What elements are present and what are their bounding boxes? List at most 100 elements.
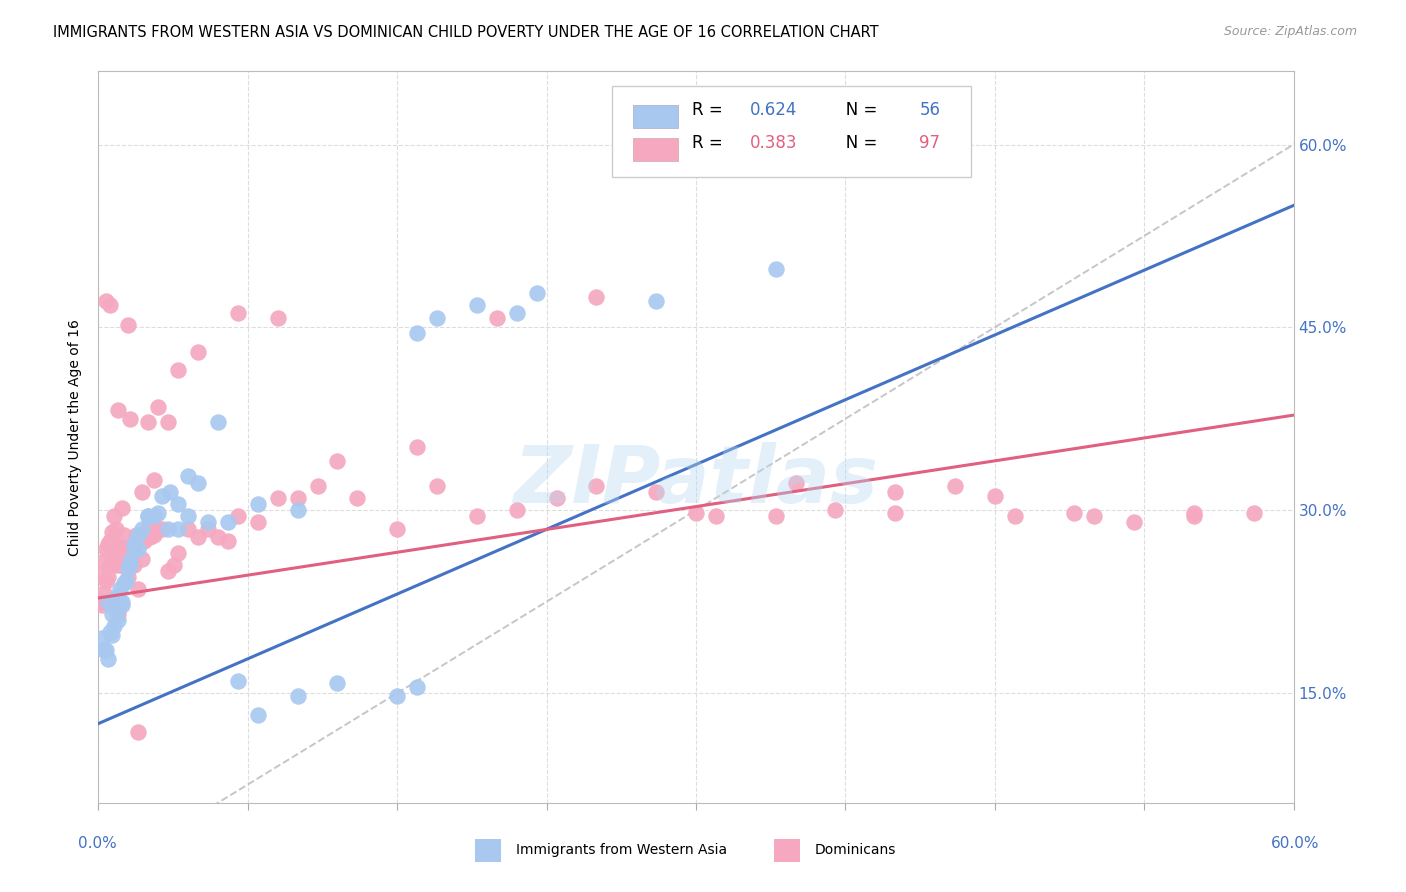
Point: [177, 521, 200, 535]
Text: 0.624: 0.624: [749, 101, 797, 120]
Point: [101, 627, 124, 641]
Point: [207, 416, 229, 430]
Point: [943, 479, 966, 493]
Point: [150, 489, 173, 503]
Point: [136, 509, 159, 524]
Point: [110, 582, 132, 597]
Point: [120, 558, 142, 573]
Text: N =: N =: [830, 134, 883, 152]
Point: [385, 521, 409, 535]
FancyBboxPatch shape: [475, 838, 501, 862]
Point: [177, 469, 200, 483]
Point: [506, 503, 529, 517]
Point: [136, 521, 159, 535]
Point: [884, 485, 907, 500]
Point: [207, 530, 229, 544]
Point: [485, 310, 508, 325]
Point: [93, 586, 115, 600]
Point: [157, 521, 180, 535]
Point: [884, 506, 907, 520]
Point: [91, 566, 114, 581]
Point: [385, 689, 409, 703]
Point: [111, 594, 134, 608]
Text: R =: R =: [692, 101, 728, 120]
Point: [157, 416, 180, 430]
Point: [97, 570, 120, 584]
Point: [120, 554, 142, 568]
Point: [127, 725, 149, 739]
Text: R =: R =: [692, 134, 728, 152]
Point: [426, 310, 449, 325]
Point: [127, 582, 149, 597]
Point: [124, 542, 146, 557]
Point: [148, 521, 170, 535]
Point: [346, 491, 368, 505]
Point: [287, 491, 309, 505]
Point: [465, 298, 488, 312]
Point: [1182, 506, 1205, 520]
Point: [103, 509, 125, 524]
Point: [226, 509, 249, 524]
Point: [121, 546, 143, 560]
FancyBboxPatch shape: [633, 104, 678, 128]
Text: 97: 97: [920, 134, 941, 152]
Point: [226, 306, 249, 320]
Text: 56: 56: [920, 101, 941, 120]
Point: [127, 527, 149, 541]
Point: [115, 574, 138, 588]
Point: [585, 290, 607, 304]
Point: [96, 542, 118, 557]
Point: [326, 676, 349, 690]
Point: [112, 576, 135, 591]
Point: [91, 632, 114, 646]
Point: [167, 363, 190, 377]
Y-axis label: Child Poverty Under the Age of 16: Child Poverty Under the Age of 16: [69, 318, 83, 556]
Point: [124, 558, 146, 573]
Point: [267, 491, 290, 505]
Point: [326, 454, 349, 468]
Point: [111, 540, 134, 554]
Point: [585, 479, 607, 493]
Point: [117, 318, 139, 332]
Point: [89, 594, 111, 608]
Point: [131, 485, 153, 500]
Text: 0.0%: 0.0%: [77, 836, 117, 851]
Point: [101, 525, 124, 540]
Point: [129, 533, 152, 548]
Point: [103, 599, 125, 613]
Text: Dominicans: Dominicans: [814, 843, 896, 857]
Point: [107, 613, 129, 627]
Point: [150, 521, 173, 535]
FancyBboxPatch shape: [613, 86, 972, 178]
Point: [984, 489, 1007, 503]
Point: [124, 537, 146, 551]
Point: [107, 589, 129, 603]
Point: [131, 552, 153, 566]
Point: [187, 476, 209, 491]
Point: [112, 558, 135, 573]
Point: [246, 708, 269, 723]
Point: [187, 344, 209, 359]
Point: [217, 533, 239, 548]
Point: [103, 619, 125, 633]
Point: [177, 509, 200, 524]
Point: [105, 603, 128, 617]
Point: [125, 527, 148, 541]
Point: [112, 527, 135, 541]
Point: [645, 485, 668, 500]
Point: [1243, 506, 1265, 520]
Point: [134, 533, 156, 548]
Point: [217, 516, 239, 530]
FancyBboxPatch shape: [773, 838, 800, 862]
Point: [93, 643, 115, 657]
Point: [406, 440, 429, 454]
Point: [246, 516, 269, 530]
Point: [131, 521, 153, 535]
Point: [148, 506, 170, 520]
Point: [197, 521, 219, 535]
Point: [105, 558, 128, 573]
Point: [465, 509, 488, 524]
Text: Source: ZipAtlas.com: Source: ZipAtlas.com: [1223, 25, 1357, 38]
Point: [167, 521, 190, 535]
Text: IMMIGRANTS FROM WESTERN ASIA VS DOMINICAN CHILD POVERTY UNDER THE AGE OF 16 CORR: IMMIGRANTS FROM WESTERN ASIA VS DOMINICA…: [53, 25, 879, 40]
